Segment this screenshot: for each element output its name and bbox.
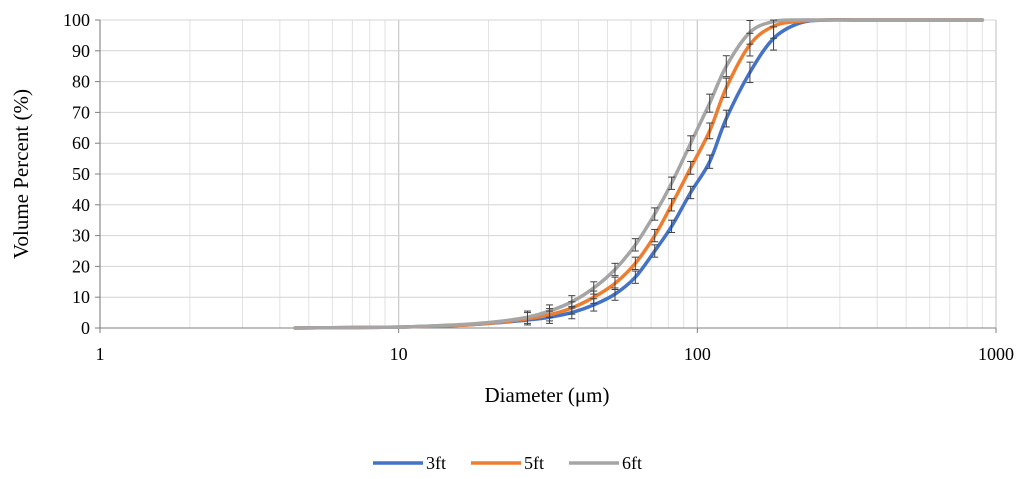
y-tick-label: 90 — [72, 41, 90, 61]
y-axis-label: Volume Percent (%) — [9, 89, 33, 259]
error-bar-6ft — [668, 176, 676, 190]
error-bar-5ft — [706, 122, 714, 140]
y-tick-label: 70 — [72, 102, 90, 122]
x-tick-label: 1 — [96, 344, 105, 364]
x-tick-label: 10 — [390, 344, 408, 364]
y-tick-label: 20 — [72, 256, 90, 276]
major-gridlines — [99, 19, 997, 329]
error-bar-5ft — [631, 256, 639, 270]
error-bar-6ft — [706, 93, 714, 113]
error-bar-3ft — [668, 219, 676, 234]
error-bar-6ft — [631, 238, 639, 252]
y-tick-label: 30 — [72, 226, 90, 246]
error-bar-5ft — [722, 77, 730, 98]
legend-item-5ft: 5ft — [471, 453, 544, 473]
legend-label: 6ft — [622, 453, 642, 473]
legend-label: 3ft — [426, 453, 446, 473]
x-tick-labels: 1 10 100 1000 — [96, 344, 1015, 364]
series-layer — [293, 18, 985, 330]
legend-item-3ft: 3ft — [373, 453, 446, 473]
error-bars — [524, 19, 778, 326]
error-bar-3ft — [651, 244, 659, 258]
error-bar-5ft — [687, 160, 695, 175]
error-bar-6ft — [546, 304, 554, 318]
legend-item-6ft: 6ft — [569, 453, 642, 473]
x-axis-label: Diameter (μm) — [485, 383, 610, 407]
legend-label: 5ft — [524, 453, 544, 473]
legend: 3ft 5ft 6ft — [373, 453, 642, 473]
series-line-6ft — [293, 18, 985, 330]
error-bar-6ft — [746, 19, 754, 45]
error-bar-5ft — [770, 19, 778, 39]
error-bar-3ft — [706, 154, 714, 169]
error-bar-6ft — [722, 55, 730, 78]
error-bar-6ft — [687, 135, 695, 152]
y-tick-label: 60 — [72, 133, 90, 153]
x-tick-label: 100 — [684, 344, 711, 364]
axes — [95, 19, 997, 333]
error-bar-5ft — [611, 276, 619, 290]
error-bar-3ft — [722, 109, 730, 128]
y-tick-label: 50 — [72, 164, 90, 184]
error-bar-6ft — [651, 207, 659, 221]
x-tick-label: 1000 — [978, 344, 1014, 364]
y-tick-label: 40 — [72, 195, 90, 215]
error-bar-6ft — [590, 281, 598, 295]
y-tick-label: 10 — [72, 287, 90, 307]
y-tick-labels: 0 10 20 30 40 50 60 70 80 90 100 — [63, 10, 90, 338]
y-tick-label: 80 — [72, 72, 90, 92]
error-bar-6ft — [524, 310, 532, 324]
y-tick-label: 100 — [63, 10, 90, 30]
error-bar-5ft — [651, 228, 659, 243]
error-bar-3ft — [746, 61, 754, 84]
error-bar-5ft — [668, 198, 676, 212]
error-bar-6ft — [568, 295, 576, 309]
error-bar-3ft — [687, 185, 695, 200]
y-tick-label: 0 — [81, 318, 90, 338]
error-bar-6ft — [611, 262, 619, 277]
error-bar-3ft — [631, 270, 639, 284]
